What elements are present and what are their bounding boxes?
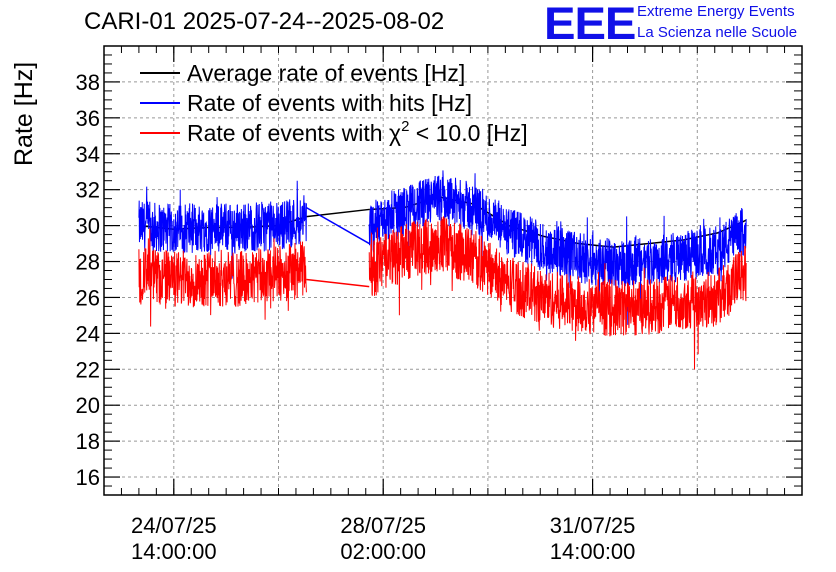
legend-label-0: Average rate of events [Hz] (187, 60, 465, 86)
y-tick-label: 24 (76, 321, 100, 346)
x-tick-label-date: 28/07/25 (340, 513, 426, 538)
y-tick-label: 22 (76, 357, 100, 382)
y-tick-label: 32 (76, 178, 100, 203)
legend-label-2: Rate of events with χ2 < 10.0 [Hz] (187, 118, 528, 146)
y-tick-label: 16 (76, 465, 100, 490)
x-tick-label-date: 31/07/25 (550, 513, 636, 538)
x-tick-label-date: 24/07/25 (131, 513, 217, 538)
y-tick-label: 18 (76, 429, 100, 454)
x-tick-label-time: 14:00:00 (550, 539, 636, 564)
org-name-line2: La Scienza nelle Scuole (637, 24, 798, 41)
x-tick-label-time: 02:00:00 (340, 539, 426, 564)
y-tick-label: 28 (76, 250, 100, 275)
series-gap-connector-1 (306, 206, 370, 245)
y-tick-label: 34 (76, 142, 100, 167)
org-name-line1: Extreme Energy Events (637, 3, 795, 20)
series-line-2-segment-1 (368, 216, 747, 370)
legend-label-1: Rate of events with hits [Hz] (187, 90, 472, 116)
eee-logo: EEE (544, 0, 636, 49)
y-tick-label: 30 (76, 214, 100, 239)
chart-title: CARI-01 2025-07-24--2025-08-02 (84, 8, 445, 35)
y-tick-label: 20 (76, 393, 100, 418)
x-tick-label-time: 14:00:00 (131, 539, 217, 564)
series-line-1-segment-0 (138, 180, 307, 279)
series-line-2-segment-0 (138, 228, 307, 327)
y-tick-label: 26 (76, 285, 100, 310)
series-line-1-segment-1 (368, 170, 747, 325)
series-gap-connector-2 (306, 278, 370, 288)
series-gap-connector-0 (306, 208, 370, 218)
y-tick-label: 38 (76, 70, 100, 95)
y-tick-label: 36 (76, 106, 100, 131)
